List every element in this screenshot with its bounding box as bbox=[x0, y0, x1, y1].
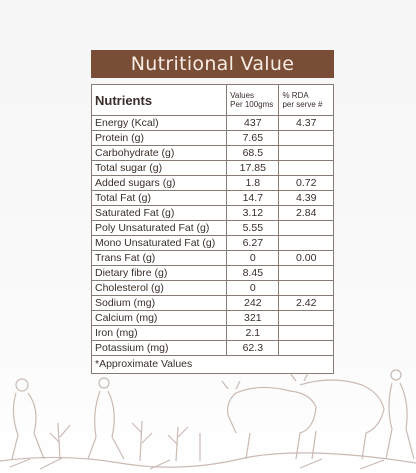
nutrition-card: Nutritional Value Nutrients Values Per 1… bbox=[90, 50, 334, 374]
nutrient-value: 68.5 bbox=[226, 145, 280, 161]
header-values-sub: Per 100gms bbox=[230, 100, 274, 109]
header-rda: % RDA per serve # bbox=[278, 84, 334, 116]
table-row: Potassium (mg) 62.3 bbox=[90, 340, 334, 356]
nutrient-name: Poly Unsaturated Fat (g) bbox=[90, 220, 228, 236]
nutrient-rda: 4.39 bbox=[278, 190, 334, 206]
table-row: Protein (g) 7.65 bbox=[90, 130, 334, 146]
nutrition-table: Nutrients Values Per 100gms % RDA per se… bbox=[90, 84, 334, 374]
nutrition-title-bar: Nutritional Value bbox=[91, 50, 334, 78]
nutrient-value: 17.85 bbox=[226, 160, 280, 176]
nutrient-name: Trans Fat (g) bbox=[90, 250, 228, 266]
table-row: Total sugar (g) 17.85 bbox=[90, 160, 334, 176]
table-row: Calcium (mg) 321 bbox=[90, 310, 334, 326]
nutrient-rda: 4.37 bbox=[278, 115, 334, 131]
nutrient-name: Saturated Fat (g) bbox=[90, 205, 228, 221]
nutrient-value: 321 bbox=[226, 310, 280, 326]
table-row: Dietary fibre (g) 8.45 bbox=[90, 265, 334, 281]
farm-illustration bbox=[0, 369, 416, 470]
header-values-label: Values bbox=[230, 91, 255, 100]
nutrient-value: 242 bbox=[226, 295, 280, 311]
nutrient-name: Iron (mg) bbox=[90, 325, 228, 341]
nutrient-rda bbox=[278, 130, 334, 146]
header-rda-sub: per serve # bbox=[282, 100, 323, 109]
nutrient-name: Total Fat (g) bbox=[90, 190, 228, 206]
nutrient-rda bbox=[278, 235, 334, 251]
table-row: Iron (mg) 2.1 bbox=[90, 325, 334, 341]
nutrient-rda bbox=[278, 280, 334, 296]
nutrient-value: 5.55 bbox=[226, 220, 280, 236]
nutrient-name: Protein (g) bbox=[90, 130, 228, 146]
nutrient-rda: 0.00 bbox=[278, 250, 334, 266]
nutrient-value: 1.8 bbox=[226, 175, 280, 191]
header-rda-label: % RDA bbox=[282, 91, 309, 100]
nutrient-rda: 0.72 bbox=[278, 175, 334, 191]
nutrient-rda bbox=[278, 265, 334, 281]
nutrient-name: Dietary fibre (g) bbox=[90, 265, 228, 281]
header-nutrients: Nutrients bbox=[90, 84, 228, 116]
nutrient-rda: 2.42 bbox=[278, 295, 334, 311]
nutrient-name: Added sugars (g) bbox=[90, 175, 228, 191]
nutrient-value: 62.3 bbox=[226, 340, 280, 356]
nutrition-title: Nutritional Value bbox=[130, 53, 295, 75]
nutrient-value: 8.45 bbox=[226, 265, 280, 281]
table-row: Sodium (mg) 242 2.42 bbox=[90, 295, 334, 311]
nutrient-value: 0 bbox=[226, 250, 280, 266]
footnote: *Approximate Values bbox=[91, 355, 334, 374]
nutrient-value: 6.27 bbox=[226, 235, 280, 251]
nutrient-name: Total sugar (g) bbox=[90, 160, 228, 176]
nutrient-name: Calcium (mg) bbox=[90, 310, 228, 326]
nutrient-name: Sodium (mg) bbox=[90, 295, 228, 311]
table-row: Poly Unsaturated Fat (g) 5.55 bbox=[90, 220, 334, 236]
nutrient-name: Carbohydrate (g) bbox=[90, 145, 228, 161]
nutrient-value: 0 bbox=[226, 280, 280, 296]
table-row: Trans Fat (g) 0 0.00 bbox=[90, 250, 334, 266]
nutrient-name: Cholesterol (g) bbox=[90, 280, 228, 296]
nutrient-rda bbox=[278, 325, 334, 341]
table-row: Total Fat (g) 14.7 4.39 bbox=[90, 190, 334, 206]
nutrient-rda bbox=[278, 160, 334, 176]
nutrient-name: Energy (Kcal) bbox=[90, 115, 228, 131]
nutrient-value: 437 bbox=[226, 115, 280, 131]
header-values: Values Per 100gms bbox=[226, 84, 280, 116]
table-header-row: Nutrients Values Per 100gms % RDA per se… bbox=[90, 84, 334, 116]
nutrient-name: Mono Unsaturated Fat (g) bbox=[90, 235, 228, 251]
nutrient-rda bbox=[278, 340, 334, 356]
nutrient-name: Potassium (mg) bbox=[90, 340, 228, 356]
nutrient-rda: 2.84 bbox=[278, 205, 334, 221]
nutrient-value: 3.12 bbox=[226, 205, 280, 221]
table-row: Mono Unsaturated Fat (g) 6.27 bbox=[90, 235, 334, 251]
nutrient-rda bbox=[278, 310, 334, 326]
table-row: Carbohydrate (g) 68.5 bbox=[90, 145, 334, 161]
nutrient-rda bbox=[278, 220, 334, 236]
table-row: Cholesterol (g) 0 bbox=[90, 280, 334, 296]
footnote-row: *Approximate Values bbox=[91, 355, 334, 374]
nutrient-rda bbox=[278, 145, 334, 161]
nutrient-value: 14.7 bbox=[226, 190, 280, 206]
nutrient-value: 2.1 bbox=[226, 325, 280, 341]
table-row: Energy (Kcal) 437 4.37 bbox=[90, 115, 334, 131]
nutrient-value: 7.65 bbox=[226, 130, 280, 146]
table-row: Added sugars (g) 1.8 0.72 bbox=[90, 175, 334, 191]
table-row: Saturated Fat (g) 3.12 2.84 bbox=[90, 205, 334, 221]
